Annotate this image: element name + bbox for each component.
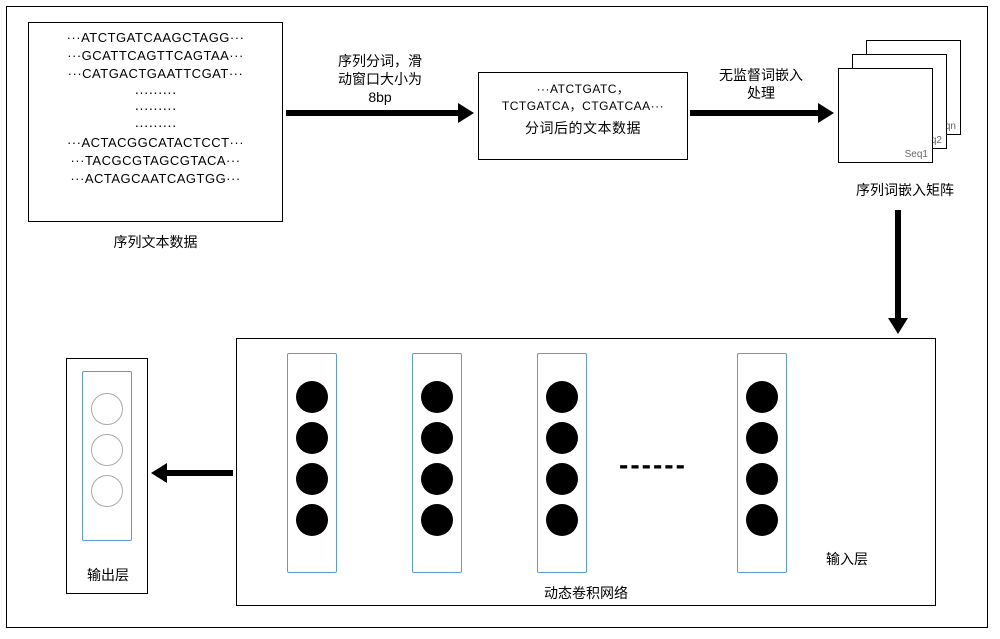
neuron — [296, 381, 328, 413]
output-box: 输出层 — [66, 358, 148, 594]
neuron — [296, 422, 328, 454]
seq-line: ···GCATTCAGTTCAGTAA··· — [33, 47, 278, 65]
output-layer-label: 输出层 — [67, 565, 149, 585]
dcnn-caption: 动态卷积网络 — [236, 583, 936, 603]
neuron — [421, 422, 453, 454]
neuron — [296, 463, 328, 495]
input-layer-label: 输入层 — [807, 549, 887, 569]
ellipsis: ········· — [33, 117, 278, 134]
neuron — [546, 381, 578, 413]
neuron — [421, 381, 453, 413]
sequences-box: ···ATCTGATCAAGCTAGG··· ···GCATTCAGTTCAGT… — [28, 22, 283, 222]
neuron — [546, 504, 578, 536]
seq-line: ···TACGCGTAGCGTACA··· — [33, 152, 278, 170]
neuron — [546, 422, 578, 454]
stack-lbl: Seq1 — [905, 149, 928, 160]
tok-line: 分词后的文本数据 — [483, 119, 683, 139]
arrow1-l1: 序列分词，滑 — [338, 53, 422, 69]
arrow1-l3: 8bp — [368, 89, 391, 105]
neuron — [546, 463, 578, 495]
neuron — [746, 504, 778, 536]
arrow2-label: 无监督词嵌入 处理 — [696, 66, 826, 102]
out-neuron — [91, 434, 123, 466]
tok-line: TCTGATCA，CTGATCAA··· — [483, 98, 683, 115]
out-neuron — [91, 393, 123, 425]
neuron — [746, 422, 778, 454]
out-neuron — [91, 475, 123, 507]
ellipsis: ········· — [33, 84, 278, 101]
arrow1-l2: 动窗口大小为 — [338, 71, 422, 87]
nn-column — [537, 353, 587, 573]
stack-caption: 序列词嵌入矩阵 — [830, 180, 980, 200]
arrow-to-output — [165, 470, 233, 476]
arrow2-l1: 无监督词嵌入 — [719, 67, 803, 83]
ellipsis: ········· — [33, 100, 278, 117]
arrow-embed — [690, 110, 820, 116]
neuron — [421, 504, 453, 536]
seq-line: ···ACTACGGCATACTCCT··· — [33, 134, 278, 152]
ellipsis-dots: ------ — [619, 449, 687, 481]
neuron — [746, 463, 778, 495]
seq-line: ···ACTAGCAATCAGTGG··· — [33, 170, 278, 188]
neuron — [746, 381, 778, 413]
nn-column — [412, 353, 462, 573]
nn-column — [737, 353, 787, 573]
arrow-to-network — [895, 210, 901, 320]
tok-line: ···ATCTGATC， — [483, 81, 683, 98]
output-column — [82, 371, 132, 541]
seq-line: ···ATCTGATCAAGCTAGG··· — [33, 29, 278, 47]
stack-sq: Seq1 — [838, 68, 933, 163]
tokenized-box: ···ATCTGATC， TCTGATCA，CTGATCAA··· 分词后的文本… — [478, 72, 688, 160]
neuron — [296, 504, 328, 536]
arrow-tokenize — [286, 110, 460, 116]
neuron — [421, 463, 453, 495]
sequences-caption: 序列文本数据 — [28, 232, 283, 252]
seq-line: ···CATGACTGAATTCGAT··· — [33, 65, 278, 83]
arrow2-l2: 处理 — [747, 85, 775, 101]
dcnn-box: ------ 输入层 — [236, 338, 936, 606]
arrow1-label: 序列分词，滑 动窗口大小为 8bp — [300, 52, 460, 107]
nn-column — [287, 353, 337, 573]
